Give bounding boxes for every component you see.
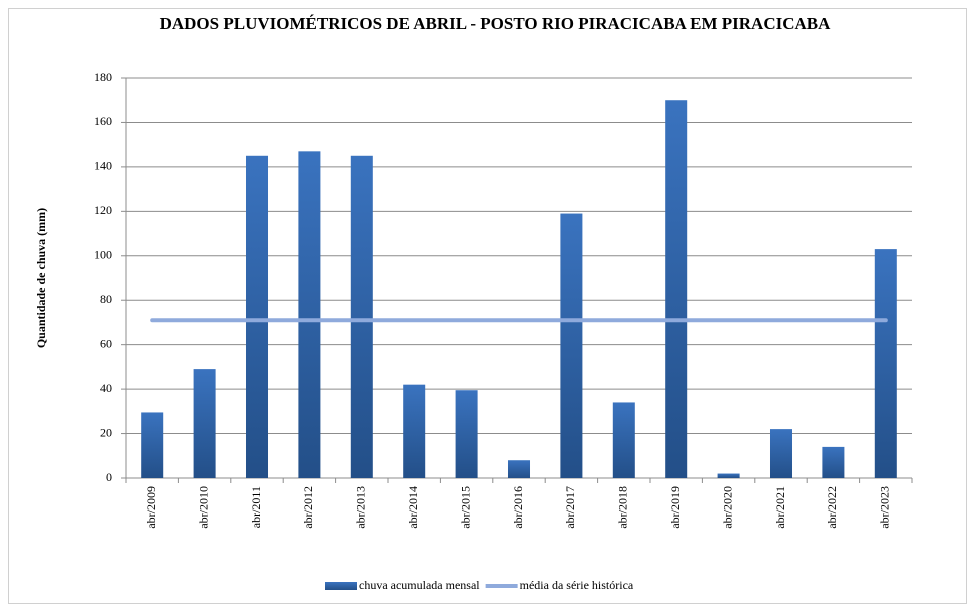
bar — [822, 446, 845, 478]
x-tick-label: abr/2017 — [563, 486, 577, 529]
legend-label: chuva acumulada mensal — [359, 578, 480, 592]
bar — [455, 390, 478, 478]
legend-swatch — [325, 582, 357, 590]
y-tick-label: 0 — [106, 470, 112, 484]
y-tick-label: 100 — [94, 248, 112, 262]
y-tick-label: 180 — [94, 70, 112, 84]
x-tick-label: abr/2011 — [249, 486, 263, 528]
bar — [560, 213, 583, 479]
bar — [298, 151, 321, 479]
x-tick-label: abr/2010 — [196, 486, 210, 529]
y-tick-label: 40 — [100, 381, 112, 395]
y-tick-label: 60 — [100, 336, 112, 350]
x-tick-label: abr/2023 — [878, 486, 892, 529]
x-tick-label: abr/2018 — [616, 486, 630, 529]
x-tick-label: abr/2015 — [458, 486, 472, 529]
chart-border — [8, 8, 967, 604]
bar — [350, 155, 373, 478]
bar — [403, 384, 426, 478]
bar — [665, 100, 688, 478]
x-tick-label: abr/2022 — [825, 486, 839, 529]
legend-label: média da série histórica — [520, 578, 634, 592]
bar — [141, 412, 164, 478]
bar — [769, 429, 793, 478]
y-tick-label: 80 — [100, 292, 112, 306]
chart-title: DADOS PLUVIOMÉTRICOS DE ABRIL - POSTO RI… — [159, 14, 831, 33]
y-tick-label: 20 — [100, 425, 112, 439]
x-tick-label: abr/2013 — [354, 486, 368, 529]
bar — [507, 460, 531, 478]
x-tick-label: abr/2009 — [144, 486, 158, 529]
x-tick-label: abr/2019 — [668, 486, 682, 529]
x-tick-label: abr/2012 — [301, 486, 315, 529]
y-axis-label: Quantidade de chuva (mm) — [34, 208, 48, 348]
bar — [245, 155, 269, 478]
x-tick-label: abr/2020 — [720, 486, 734, 529]
y-tick-label: 140 — [94, 159, 112, 173]
bar — [874, 249, 897, 478]
bar — [612, 402, 635, 478]
y-tick-label: 120 — [94, 203, 112, 217]
x-tick-label: abr/2021 — [773, 486, 787, 529]
bar — [193, 369, 216, 478]
x-tick-label: abr/2016 — [511, 486, 525, 529]
x-tick-label: abr/2014 — [406, 486, 420, 529]
bar — [717, 473, 740, 478]
y-tick-label: 160 — [94, 114, 112, 128]
